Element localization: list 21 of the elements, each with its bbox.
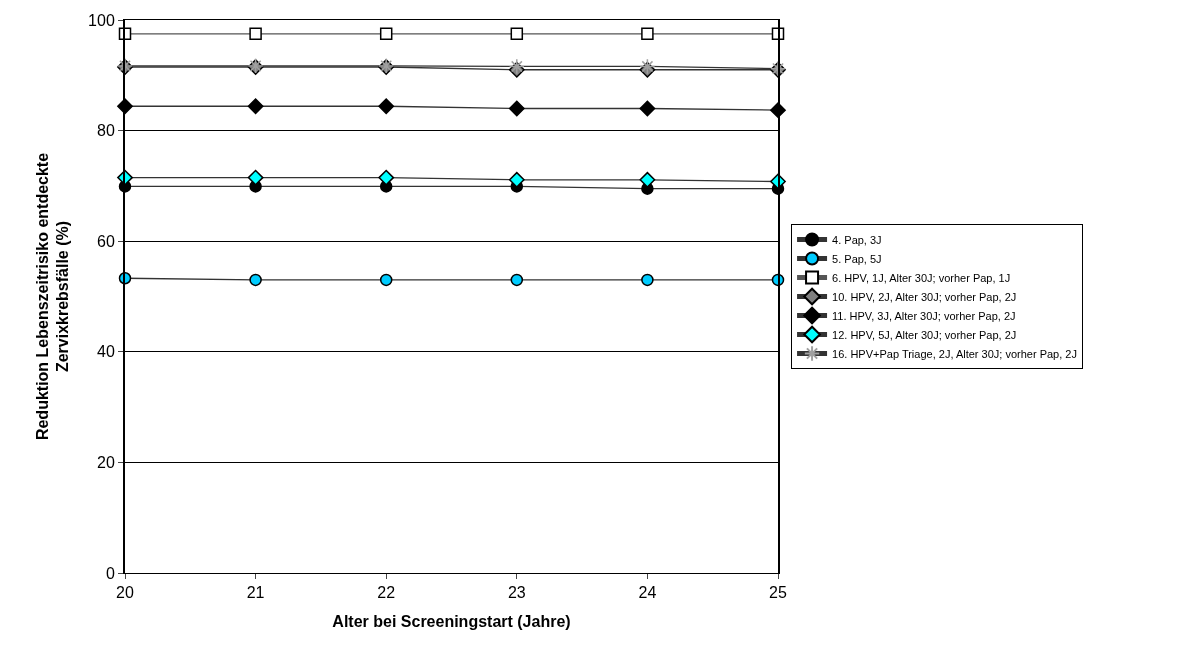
legend-label: 4. Pap, 3J: [832, 233, 882, 246]
legend-label: 10. HPV, 2J, Alter 30J; vorher Pap, 2J: [832, 290, 1017, 303]
y-tick-label: 60: [97, 232, 115, 250]
x-axis-title: Alter bei Screeningstart (Jahre): [332, 612, 571, 630]
legend-label: 5. Pap, 5J: [832, 252, 882, 265]
y-tick-label: 100: [88, 11, 115, 29]
x-tick-label: 25: [769, 584, 787, 602]
x-tick-label: 22: [377, 584, 396, 602]
y-axis-title: Reduktion Lebenszeitrisiko entdeckte Zervixkrebsfälle (%): [33, 152, 72, 441]
y-tick-label: 20: [97, 454, 115, 471]
legend-label: 11. HPV, 3J, Alter 30J; vorher Pap, 2J: [832, 309, 1016, 322]
x-tick-label: 24: [638, 584, 657, 602]
legend-label: 6. HPV, 1J, Alter 30J; vorher Pap, 1J: [832, 271, 1011, 284]
x-tick-label: 21: [246, 584, 265, 602]
legend-label: 12. HPV, 5J, Alter 30J; vorher Pap, 2J: [832, 328, 1017, 341]
x-tick-label: 20: [116, 584, 134, 602]
y-tick-label: 40: [97, 343, 115, 361]
legend-label: 16. HPV+Pap Triage, 2J, Alter 30J; vorher Pap, 2J: [832, 347, 1077, 360]
x-tick-label: 23: [507, 584, 526, 602]
y-tick-label: 0: [105, 564, 115, 582]
y-tick-label: 80: [97, 122, 115, 140]
